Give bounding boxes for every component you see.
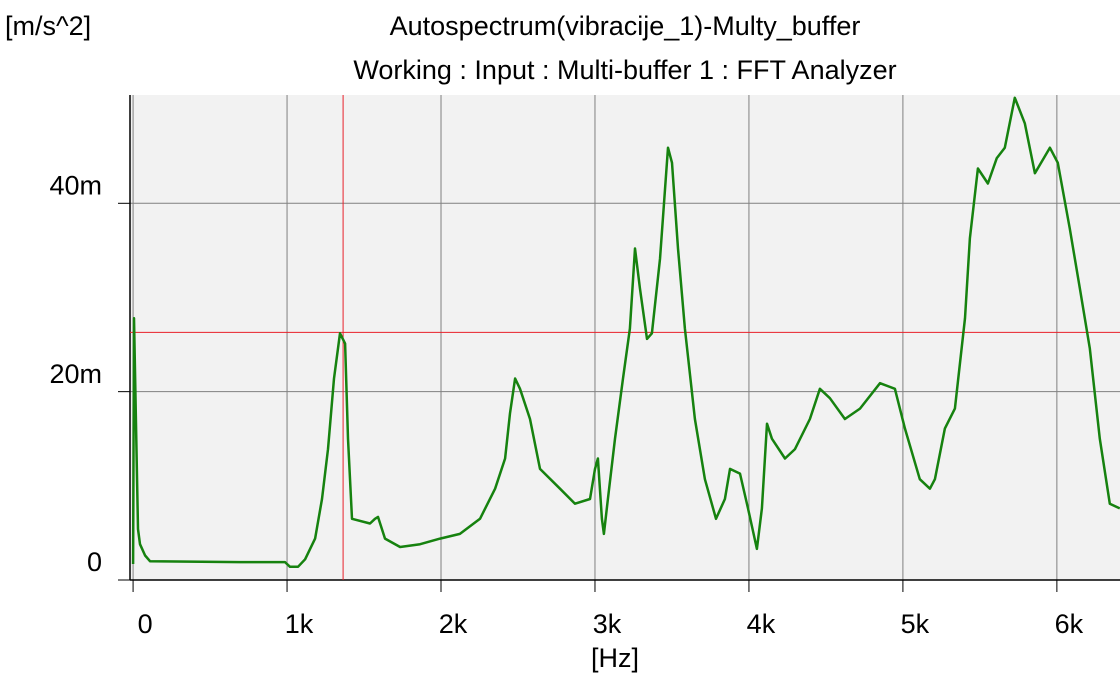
chart-subtitle: Working : Input : Multi-buffer 1 : FFT A… — [353, 55, 896, 85]
y-tick-label: 20m — [49, 359, 102, 389]
y-axis-label: [m/s^2] — [5, 11, 91, 41]
y-tick-label: 0 — [87, 547, 102, 577]
spectrum-line — [131, 96, 1120, 569]
x-tick-label: 3k — [593, 609, 622, 639]
chart-title: Autospectrum(vibracije_1)-Multy_buffer — [390, 11, 861, 41]
x-tick-label: 6k — [1055, 609, 1084, 639]
x-tick-label: 4k — [747, 609, 776, 639]
x-tick-label: 2k — [439, 609, 468, 639]
plot-area — [130, 95, 1120, 580]
x-tick-label: 1k — [285, 609, 314, 639]
x-tick-label: 0 — [138, 609, 153, 639]
y-tick-label: 40m — [49, 170, 102, 200]
x-tick-label: 5k — [901, 609, 930, 639]
x-axis-label: [Hz] — [591, 643, 639, 673]
